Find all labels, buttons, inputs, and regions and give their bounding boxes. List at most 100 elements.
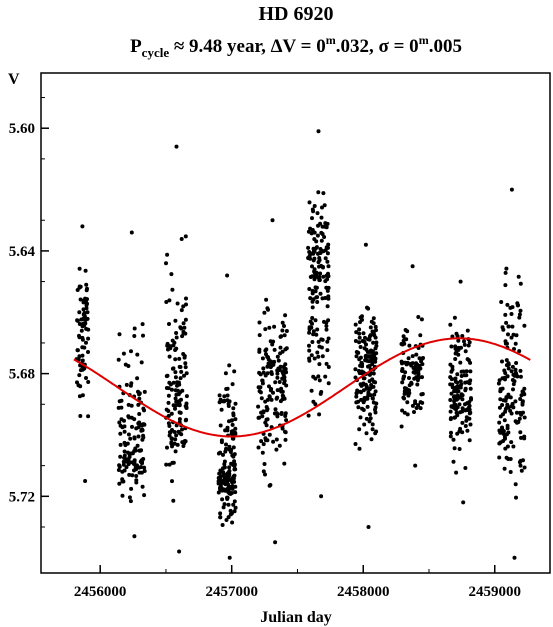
data-point xyxy=(363,242,368,247)
data-point xyxy=(256,404,261,409)
data-point xyxy=(357,446,362,451)
data-point xyxy=(84,282,89,287)
data-point xyxy=(358,320,362,325)
data-point xyxy=(505,374,510,379)
data-point xyxy=(448,375,453,380)
data-point xyxy=(519,468,524,473)
data-point xyxy=(136,421,141,426)
data-point xyxy=(461,500,466,505)
data-point xyxy=(306,256,311,260)
data-point xyxy=(307,343,311,348)
data-point xyxy=(499,300,504,304)
data-point xyxy=(313,402,318,407)
data-point xyxy=(369,357,374,362)
data-point xyxy=(370,422,375,427)
data-point xyxy=(128,499,133,504)
data-point xyxy=(167,433,172,438)
data-point xyxy=(504,455,509,460)
data-point xyxy=(83,479,88,483)
data-point xyxy=(317,256,322,260)
data-point xyxy=(414,352,419,357)
data-point xyxy=(77,354,82,359)
data-point xyxy=(307,356,312,361)
data-point xyxy=(265,364,270,369)
data-point xyxy=(509,187,514,192)
data-point xyxy=(512,555,517,560)
data-point xyxy=(310,340,315,344)
data-point xyxy=(512,373,517,378)
data-point xyxy=(272,347,277,352)
data-point xyxy=(230,422,235,427)
data-point xyxy=(267,432,272,437)
data-point xyxy=(459,392,464,397)
data-point xyxy=(173,388,178,393)
data-point xyxy=(170,479,174,484)
data-point xyxy=(118,431,123,436)
data-point xyxy=(181,329,186,334)
data-point xyxy=(265,438,270,443)
data-point xyxy=(130,460,135,465)
data-point xyxy=(518,397,523,401)
data-point xyxy=(374,429,379,434)
data-point xyxy=(371,371,376,376)
data-point xyxy=(178,410,183,415)
y-axis-label: V xyxy=(8,71,20,88)
data-point xyxy=(140,437,145,442)
data-point xyxy=(402,374,407,379)
data-point xyxy=(280,426,285,431)
data-point xyxy=(522,323,527,328)
data-point xyxy=(462,339,466,344)
data-point xyxy=(225,428,230,433)
data-point xyxy=(272,359,277,364)
data-point xyxy=(513,419,518,424)
data-point xyxy=(322,203,327,208)
data-point xyxy=(449,391,454,396)
data-point xyxy=(513,341,518,346)
data-point xyxy=(310,316,315,320)
data-point xyxy=(280,328,285,333)
data-point xyxy=(127,472,132,477)
data-point xyxy=(182,439,187,443)
data-point xyxy=(504,358,509,363)
data-point xyxy=(513,367,518,372)
data-point xyxy=(318,391,323,396)
data-point xyxy=(464,418,469,423)
data-point xyxy=(270,218,275,223)
data-point xyxy=(315,233,320,238)
data-point xyxy=(183,418,188,423)
data-point xyxy=(405,387,410,392)
data-point xyxy=(230,382,235,387)
data-point xyxy=(174,335,179,340)
data-point xyxy=(416,315,421,319)
data-point xyxy=(313,318,318,323)
data-point xyxy=(259,396,264,401)
data-point xyxy=(308,275,313,279)
data-point xyxy=(373,359,378,364)
data-point xyxy=(232,462,237,467)
data-point xyxy=(368,333,373,338)
data-point xyxy=(358,415,363,420)
data-point xyxy=(503,270,508,275)
data-point xyxy=(448,434,453,439)
data-point xyxy=(517,460,522,465)
data-point xyxy=(325,304,330,309)
data-point xyxy=(504,266,509,271)
data-point xyxy=(180,388,185,393)
data-point xyxy=(174,392,179,397)
data-point xyxy=(261,366,266,371)
data-point xyxy=(122,440,127,445)
data-point xyxy=(84,288,89,293)
data-point xyxy=(311,258,316,263)
data-point xyxy=(500,359,504,364)
data-point xyxy=(311,332,316,337)
data-point xyxy=(170,287,175,292)
data-point xyxy=(132,449,137,453)
data-point xyxy=(77,394,82,399)
data-point xyxy=(354,400,359,405)
data-point xyxy=(142,389,147,394)
data-point xyxy=(263,327,268,332)
data-point xyxy=(353,339,358,343)
data-point xyxy=(269,370,274,375)
y-axis: 5.60 5.64 5.68 5.72 xyxy=(9,97,49,528)
data-point xyxy=(173,348,178,352)
